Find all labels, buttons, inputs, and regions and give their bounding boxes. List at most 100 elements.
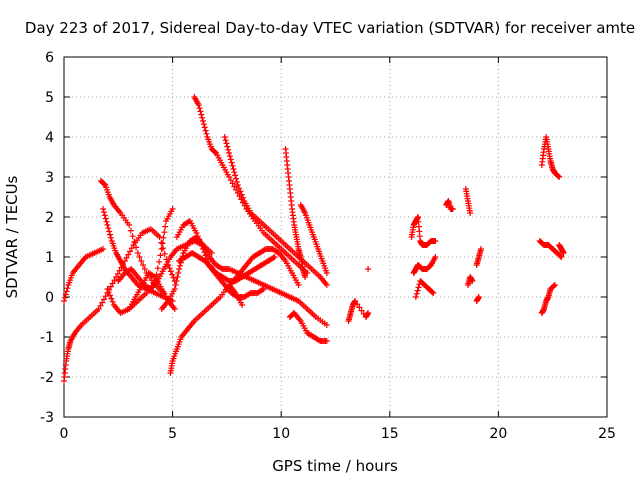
data-point: [100, 296, 107, 303]
y-axis-label: SDTVAR / TECUs: [3, 175, 21, 298]
data-point: [199, 114, 206, 121]
data-point: [467, 210, 474, 216]
y-tick-label: -3: [40, 410, 54, 426]
data-point: [365, 266, 372, 272]
data-point: [176, 262, 183, 269]
data-point: [469, 278, 476, 284]
data-point: [141, 266, 148, 272]
data-point: [224, 143, 231, 150]
data-point: [61, 294, 68, 301]
data-point: [212, 149, 219, 156]
grid: [64, 57, 607, 417]
data-point: [412, 294, 419, 300]
data-point: [99, 299, 106, 306]
data-point: [104, 222, 111, 228]
data-point: [260, 286, 267, 292]
data-point: [200, 118, 207, 124]
data-point: [200, 121, 207, 128]
data-point: [414, 287, 421, 294]
data-point: [61, 298, 67, 304]
data-point: [238, 191, 245, 198]
data-point: [239, 194, 246, 201]
plot-frame: [63, 56, 608, 418]
data-point: [131, 238, 138, 245]
data-point: [156, 234, 163, 240]
data-point: [101, 212, 108, 219]
data-point: [114, 270, 121, 277]
data-point: [229, 162, 236, 169]
data-point: [157, 252, 164, 259]
data-point: [150, 273, 157, 280]
data-point: [172, 282, 179, 288]
data-point: [229, 180, 236, 187]
data-point: [170, 274, 177, 281]
data-point: [356, 304, 363, 311]
data-point: [555, 173, 562, 180]
data-point: [302, 274, 309, 280]
data-point: [478, 246, 485, 252]
data-point: [162, 223, 169, 230]
data-point: [134, 250, 141, 256]
data-point: [116, 267, 123, 274]
data-point: [233, 178, 240, 185]
data-point: [223, 140, 230, 147]
data-point: [270, 254, 277, 261]
data-point: [429, 289, 436, 296]
x-tick-label: 10: [272, 426, 290, 442]
chart-title: Day 223 of 2017, Sidereal Day-to-day VTE…: [25, 19, 635, 37]
data-point: [193, 230, 200, 236]
data-point: [105, 289, 112, 296]
data-point: [558, 254, 565, 260]
data-point: [169, 206, 176, 212]
data-point: [227, 156, 234, 163]
y-tick-label: 2: [45, 210, 54, 226]
data-point: [200, 246, 207, 252]
data-point: [196, 105, 203, 112]
data-point: [100, 206, 107, 212]
data-point: [551, 282, 558, 289]
data-point: [432, 254, 439, 260]
data-point: [97, 302, 104, 309]
data-point: [201, 249, 208, 256]
data-point: [225, 146, 232, 153]
data-point: [557, 253, 564, 260]
data-point: [222, 137, 229, 144]
data-point: [105, 225, 112, 232]
data-point: [315, 337, 322, 344]
data-point: [101, 181, 108, 188]
data-point: [234, 182, 241, 188]
data-point: [551, 282, 558, 288]
data-point: [475, 294, 482, 300]
y-tick-label: 0: [45, 290, 54, 306]
data-point: [218, 265, 225, 272]
data-point: [113, 274, 120, 280]
data-point: [237, 188, 244, 195]
data-point: [430, 290, 437, 296]
data-point: [161, 229, 168, 236]
data-point: [138, 258, 145, 264]
y-tick-label: 6: [45, 50, 54, 66]
data-point: [63, 288, 70, 295]
data-point: [560, 250, 567, 256]
data-point: [202, 127, 209, 134]
data-point: [323, 282, 330, 288]
data-point: [174, 274, 181, 280]
data-points: [61, 94, 567, 384]
data-point: [160, 234, 167, 241]
data-point: [129, 233, 136, 240]
data-point: [103, 218, 110, 225]
data-point: [246, 290, 253, 297]
x-tick-label: 5: [168, 426, 177, 442]
data-point: [208, 250, 215, 256]
x-axis-label: GPS time / hours: [272, 457, 398, 475]
data-point: [127, 266, 134, 273]
y-tick-label: -2: [40, 370, 54, 386]
data-point: [140, 262, 147, 268]
data-point: [102, 215, 109, 222]
data-point: [128, 245, 135, 252]
data-point: [203, 130, 210, 137]
data-point: [127, 248, 134, 255]
data-point: [224, 277, 231, 284]
data-point: [556, 174, 563, 180]
data-point: [233, 293, 240, 300]
